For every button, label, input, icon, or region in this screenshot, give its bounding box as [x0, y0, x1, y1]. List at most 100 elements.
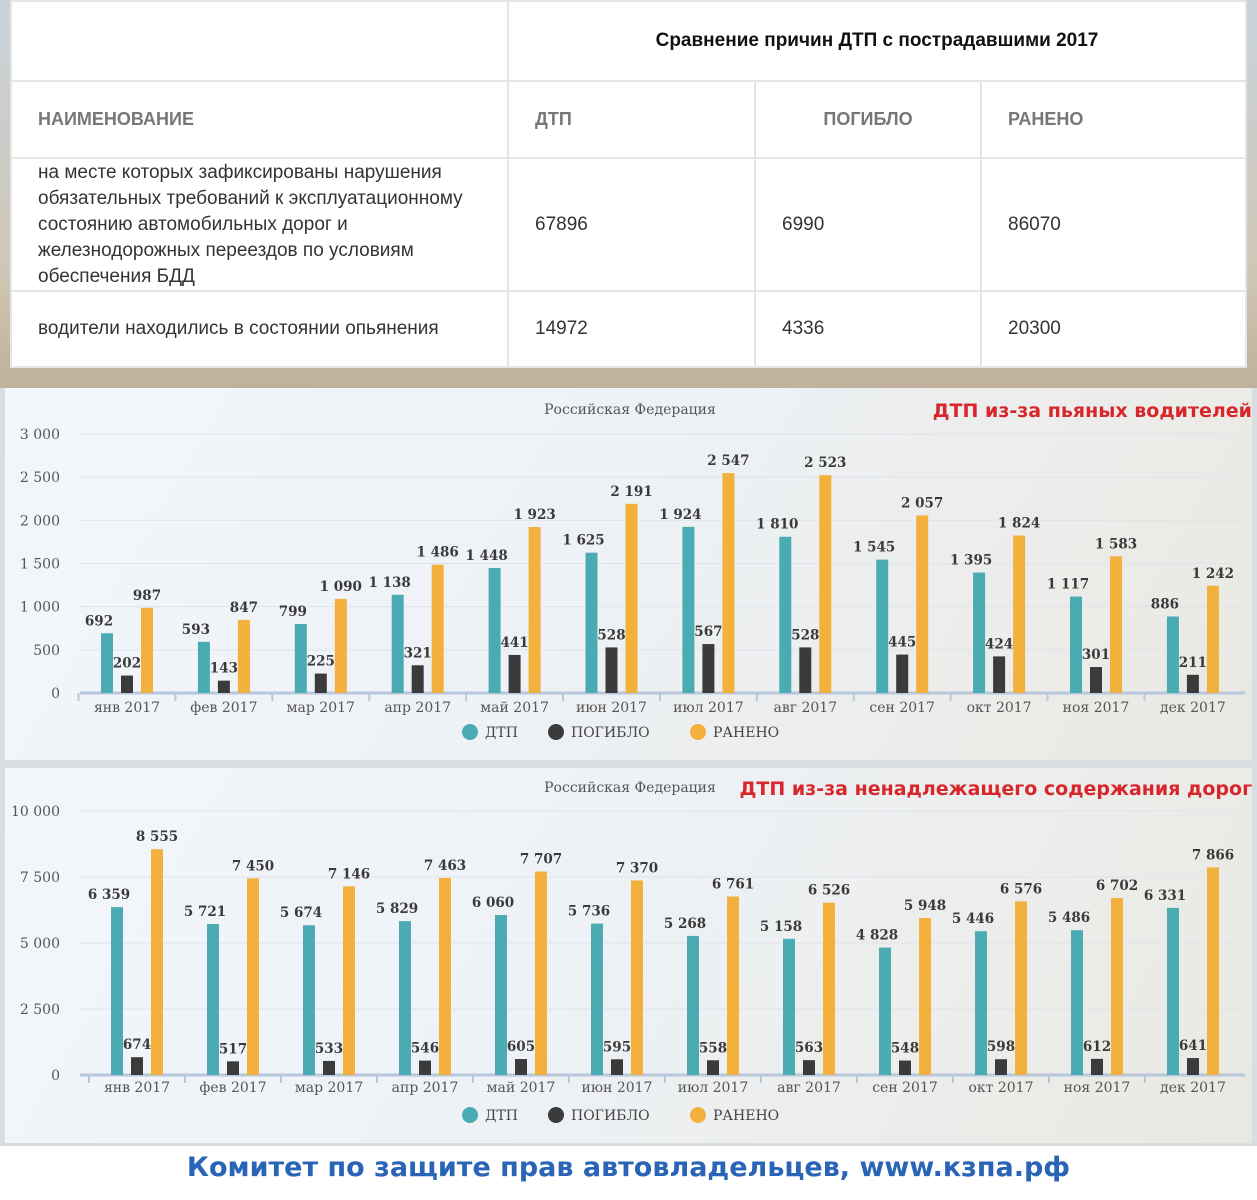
data-label: 548: [891, 1041, 919, 1057]
bar-дтп: [783, 938, 795, 1075]
data-label: 517: [219, 1041, 247, 1057]
bar-ранено: [343, 886, 355, 1075]
bar-погибло: [995, 1059, 1007, 1075]
x-tick-label: сен 2017: [869, 700, 935, 716]
data-label: 1 138: [369, 575, 411, 591]
data-label: 7 866: [1192, 847, 1234, 863]
data-label: 5 736: [568, 904, 610, 920]
bar-дтп: [488, 567, 501, 693]
legend-label: ПОГИБЛО: [571, 725, 650, 741]
data-label: 6 761: [712, 877, 754, 893]
data-label: 6 576: [1000, 881, 1042, 897]
data-label: 2 523: [804, 455, 846, 471]
bar-погибло: [419, 1060, 431, 1075]
data-label: 211: [1179, 655, 1207, 671]
bar-ранено: [722, 473, 735, 693]
x-tick-label: мар 2017: [287, 700, 355, 716]
x-tick-label: ноя 2017: [1064, 1080, 1131, 1096]
y-tick-label: 5 000: [20, 936, 60, 952]
bar-дтп: [975, 931, 987, 1075]
data-label: 6 702: [1096, 878, 1138, 894]
chart-road-maintenance: Российская Федерация ДТП из-за ненадлежащ…: [5, 768, 1252, 1143]
y-tick-label: 1 000: [20, 600, 60, 616]
comparison-table: Сравнение причин ДТП с пострадавшими 201…: [10, 0, 1247, 368]
data-label: 2 057: [901, 495, 943, 511]
chart-title: ДТП из-за ненадлежащего содержания дорог: [739, 778, 1252, 800]
y-tick-label: 7 500: [20, 870, 60, 886]
bar-погибло: [1091, 1058, 1103, 1075]
bar-ранено: [151, 849, 163, 1075]
bar-дтп: [585, 552, 598, 693]
bar-ранено: [439, 877, 451, 1075]
data-label: 528: [597, 627, 625, 643]
x-tick-label: фев 2017: [199, 1080, 266, 1096]
bar-ранено: [1207, 867, 1219, 1075]
x-tick-label: ноя 2017: [1063, 700, 1130, 716]
data-label: 2 191: [610, 484, 652, 500]
x-tick-label: дек 2017: [1160, 1080, 1226, 1096]
x-tick-label: окт 2017: [967, 700, 1032, 716]
bar-дтп: [391, 594, 404, 693]
y-tick-label: 10 000: [11, 804, 60, 820]
bar-погибло: [1186, 674, 1199, 693]
legend-marker-icon: [462, 724, 478, 740]
legend-label: ДТП: [485, 1108, 518, 1124]
row-killed: 6990: [754, 157, 982, 292]
bar-погибло: [702, 644, 715, 693]
data-label: 5 948: [904, 898, 946, 914]
bar-погибло: [707, 1060, 719, 1075]
legend-marker-icon: [690, 1107, 706, 1123]
data-label: 593: [182, 622, 210, 638]
data-label: 1 117: [1047, 577, 1089, 593]
legend-marker-icon: [548, 1107, 564, 1123]
data-label: 558: [699, 1040, 727, 1056]
bar-ранено: [141, 607, 153, 693]
data-label: 546: [411, 1041, 439, 1057]
y-tick-label: 2 000: [20, 513, 60, 529]
bar-погибло: [323, 1060, 335, 1075]
x-tick-label: июл 2017: [678, 1080, 749, 1096]
row-dtp: 67896: [507, 157, 756, 292]
data-label: 5 674: [280, 905, 322, 921]
empty-cell: [10, 0, 509, 82]
bar-погибло: [896, 654, 909, 693]
data-label: 4 828: [856, 928, 898, 944]
chart-svg: Российская Федерация ДТП из-за пьяных вод…: [20, 400, 1252, 741]
data-label: 563: [795, 1040, 823, 1056]
bar-ранено: [237, 619, 250, 693]
data-label: 5 158: [760, 919, 802, 935]
table-row: водители находились в состоянии опьянени…: [10, 290, 1247, 368]
data-label: 5 446: [952, 911, 994, 927]
data-label: 5 829: [376, 901, 418, 917]
data-label: 799: [279, 604, 307, 620]
data-label: 2 547: [707, 453, 749, 469]
bar-погибло: [803, 1060, 815, 1075]
bar-дтп: [1167, 907, 1179, 1075]
bar-погибло: [1187, 1058, 1199, 1075]
data-label: 641: [1179, 1038, 1207, 1054]
x-tick-label: авг 2017: [773, 700, 837, 716]
data-label: 321: [404, 645, 432, 661]
bar-погибло: [799, 647, 812, 693]
bar-погибло: [411, 665, 424, 693]
data-label: 7 463: [424, 858, 466, 874]
bar-ранено: [247, 878, 259, 1075]
data-label: 7 450: [232, 858, 274, 874]
data-label: 692: [85, 613, 113, 629]
table-title-row: Сравнение причин ДТП с пострадавшими 201…: [10, 0, 1247, 82]
bar-погибло: [508, 654, 521, 693]
bar-погибло: [605, 647, 618, 693]
data-label: 445: [888, 635, 916, 651]
x-tick-label: янв 2017: [104, 1080, 170, 1096]
row-injured: 20300: [980, 290, 1247, 368]
legend-label: ПОГИБЛО: [571, 1108, 650, 1124]
y-tick-label: 2 500: [20, 1002, 60, 1018]
data-label: 1 090: [320, 579, 362, 595]
x-tick-label: июн 2017: [582, 1080, 653, 1096]
x-tick-label: апр 2017: [384, 700, 451, 716]
y-tick-label: 2 500: [20, 470, 60, 486]
bar-дтп: [294, 624, 307, 693]
x-tick-label: окт 2017: [968, 1080, 1033, 1096]
legend-label: ДТП: [485, 725, 518, 741]
bar-дтп: [1070, 596, 1082, 693]
